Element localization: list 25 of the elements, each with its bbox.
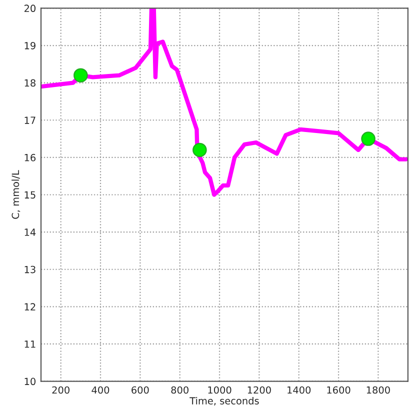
- y-tick-label: 15: [24, 191, 36, 199]
- x-tick-label: 200: [52, 386, 70, 394]
- y-tick-label: 11: [24, 340, 36, 348]
- x-tick-label: 1000: [208, 386, 232, 394]
- x-tick-label: 1400: [288, 386, 311, 394]
- point: [74, 68, 88, 82]
- x-axis-title: Time, seconds: [190, 396, 259, 406]
- y-tick-label: 14: [24, 228, 36, 236]
- y-tick-label: 18: [24, 79, 36, 87]
- y-tick-label: 20: [24, 4, 36, 12]
- y-tick-label: 16: [24, 154, 36, 162]
- x-tick-label: 1600: [327, 386, 350, 394]
- y-tick-label: 17: [24, 116, 36, 124]
- x-tick-label: 400: [92, 386, 110, 394]
- x-tick-label: 800: [171, 386, 188, 394]
- point: [192, 142, 207, 158]
- y-tick-label: 19: [24, 42, 36, 50]
- x-tick-label: 600: [132, 386, 149, 394]
- y-tick-label: 10: [24, 378, 36, 386]
- x-tick-label: 1200: [248, 386, 271, 394]
- y-axis-title: C, mmol/L: [12, 170, 20, 219]
- x-tick-label: 1800: [366, 386, 390, 394]
- y-tick-label: 13: [24, 266, 36, 274]
- point: [361, 132, 376, 146]
- y-tick-label: 12: [24, 303, 36, 310]
